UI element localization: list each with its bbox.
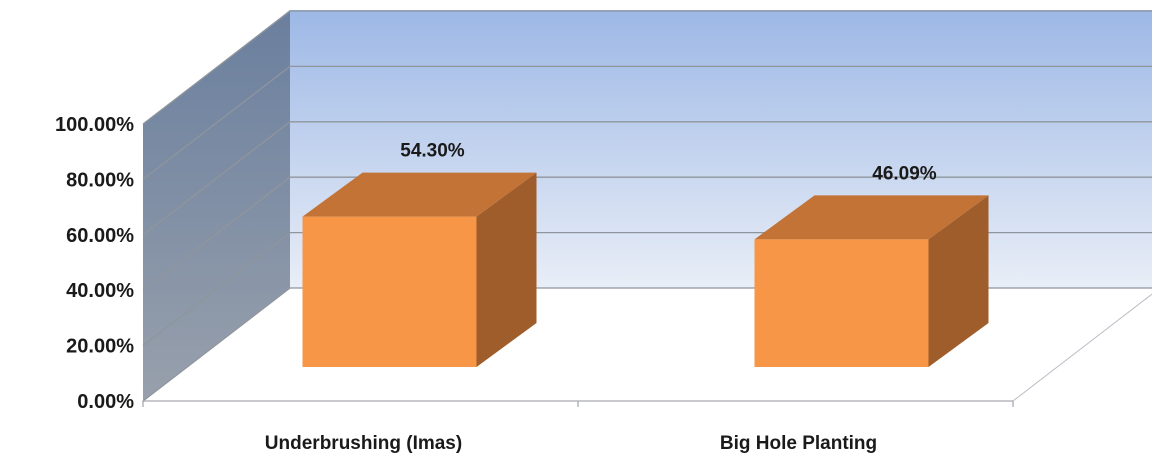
bar-top (754, 195, 989, 240)
data-label: 46.09% (872, 163, 937, 184)
x-category-label: Big Hole Planting (720, 433, 877, 454)
gridline-side (142, 176, 291, 291)
x-category-label: Underbrushing (Imas) (265, 433, 462, 454)
gridline-side (142, 287, 291, 402)
side-wall (143, 10, 290, 401)
x-axis-category-labels: Underbrushing (Imas) Big Hole Planting (265, 433, 877, 454)
bar-1 (302, 172, 537, 367)
y-tick-label: 60.00% (66, 225, 134, 247)
gridline-side (142, 10, 291, 125)
bar-side (476, 172, 537, 367)
data-labels: 54.30% 46.09% (400, 141, 937, 185)
bar-2 (754, 195, 989, 367)
bar-front (754, 239, 929, 367)
bars (302, 172, 989, 367)
y-tick-label: 100.00% (55, 114, 134, 136)
axis (142, 400, 1014, 407)
gridline-side (142, 121, 291, 236)
y-tick-label: 80.00% (66, 169, 134, 191)
y-tick-label: 0.00% (77, 391, 134, 413)
y-tick-label: 20.00% (66, 336, 134, 358)
bar-side (928, 195, 989, 367)
gridline-side (142, 232, 291, 347)
bar-top (302, 172, 537, 217)
y-tick-label: 40.00% (66, 280, 134, 302)
gridline-side (142, 65, 291, 180)
bar-front (302, 216, 477, 367)
floor (141, 287, 1152, 402)
data-label: 54.30% (400, 141, 465, 162)
y-axis-tick-labels: 0.00% 20.00% 40.00% 60.00% 80.00% 100.00% (55, 114, 134, 413)
